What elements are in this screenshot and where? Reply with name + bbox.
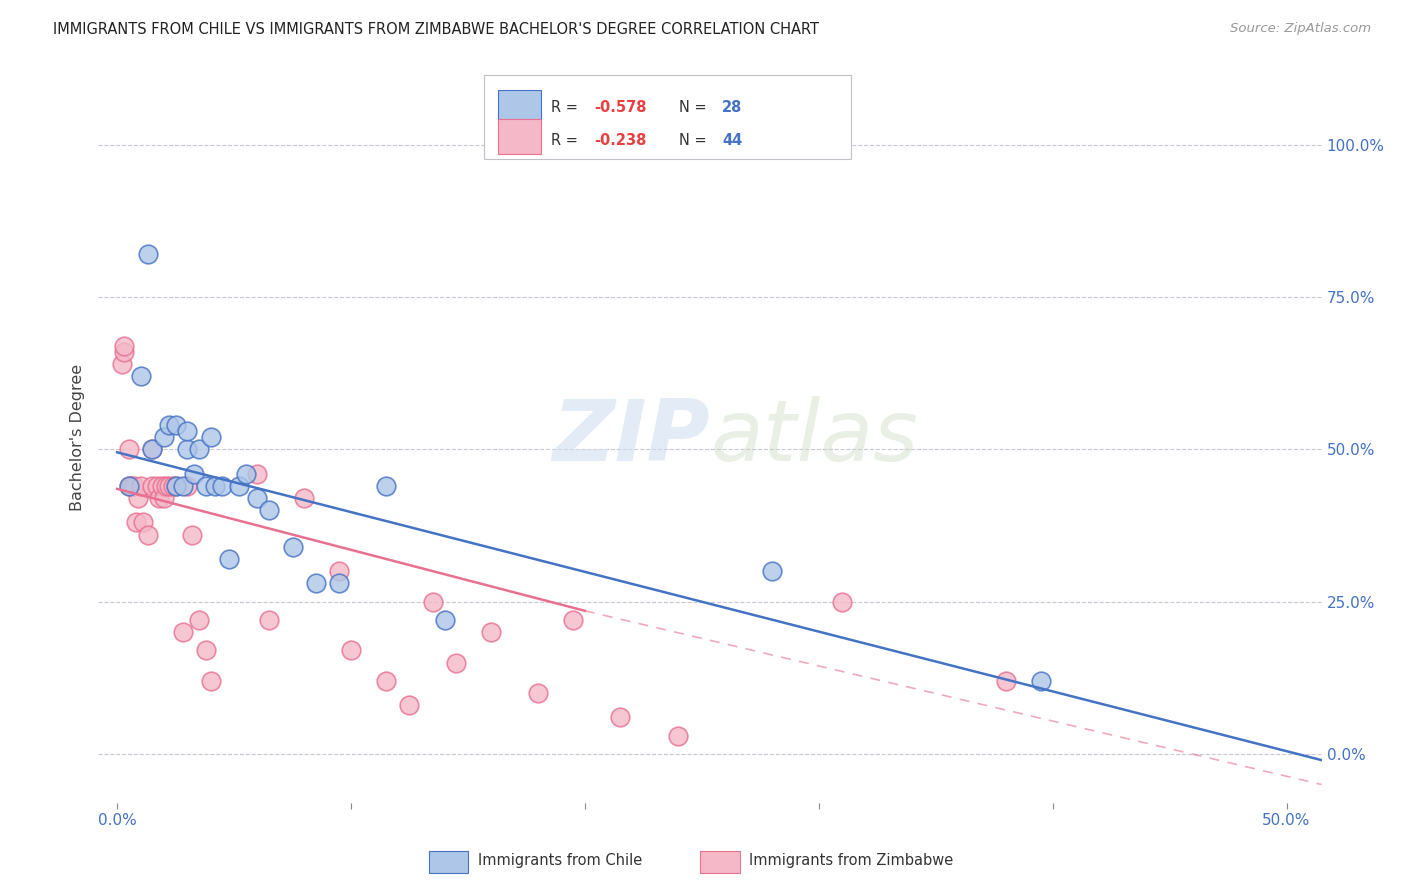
Point xyxy=(218,552,240,566)
Point xyxy=(292,491,315,505)
Point xyxy=(155,479,177,493)
Point xyxy=(831,594,853,608)
Point xyxy=(162,479,184,493)
Point xyxy=(527,686,550,700)
Point xyxy=(176,424,198,438)
Text: ZIP: ZIP xyxy=(553,395,710,479)
Point xyxy=(479,625,502,640)
Point xyxy=(200,430,222,444)
Point xyxy=(181,527,204,541)
Point xyxy=(150,479,173,493)
Point xyxy=(111,357,134,371)
Point xyxy=(125,516,148,530)
Text: atlas: atlas xyxy=(710,395,918,479)
Point xyxy=(148,491,170,505)
FancyBboxPatch shape xyxy=(498,119,541,154)
Point xyxy=(165,479,187,493)
Point xyxy=(141,442,163,457)
Point xyxy=(398,698,420,713)
Point xyxy=(136,527,159,541)
Point xyxy=(165,417,187,432)
Point xyxy=(375,673,398,688)
Point xyxy=(994,673,1017,688)
Point xyxy=(122,479,145,493)
Point xyxy=(562,613,585,627)
Point xyxy=(141,442,163,457)
Text: -0.578: -0.578 xyxy=(593,101,647,115)
Point xyxy=(132,516,155,530)
Point xyxy=(211,479,233,493)
Text: IMMIGRANTS FROM CHILE VS IMMIGRANTS FROM ZIMBABWE BACHELOR'S DEGREE CORRELATION : IMMIGRANTS FROM CHILE VS IMMIGRANTS FROM… xyxy=(53,22,820,37)
Text: N =: N = xyxy=(679,101,711,115)
Point xyxy=(422,594,444,608)
Point xyxy=(257,503,280,517)
Text: Immigrants from Chile: Immigrants from Chile xyxy=(478,854,643,868)
Point xyxy=(136,247,159,261)
Point xyxy=(141,479,163,493)
Point xyxy=(183,467,205,481)
Point xyxy=(195,643,218,657)
Text: Immigrants from Zimbabwe: Immigrants from Zimbabwe xyxy=(749,854,953,868)
Text: R =: R = xyxy=(551,133,582,148)
Point xyxy=(204,479,226,493)
FancyBboxPatch shape xyxy=(484,75,851,159)
Point xyxy=(188,442,211,457)
Point xyxy=(172,479,194,493)
Point xyxy=(328,576,350,591)
Point xyxy=(1029,673,1052,688)
Point xyxy=(118,479,141,493)
Point xyxy=(129,479,152,493)
Point xyxy=(668,729,690,743)
Point xyxy=(118,442,141,457)
Point xyxy=(157,417,180,432)
Point xyxy=(200,673,222,688)
Point xyxy=(127,491,149,505)
Point xyxy=(176,442,198,457)
Text: R =: R = xyxy=(551,101,582,115)
Point xyxy=(246,491,269,505)
Point xyxy=(120,479,142,493)
Point xyxy=(176,479,198,493)
Point xyxy=(340,643,363,657)
Point xyxy=(129,369,152,384)
Point xyxy=(433,613,456,627)
Text: 44: 44 xyxy=(723,133,742,148)
Y-axis label: Bachelor's Degree: Bachelor's Degree xyxy=(70,364,86,510)
Point xyxy=(446,656,468,670)
Point xyxy=(188,613,211,627)
Point xyxy=(375,479,398,493)
Point xyxy=(228,479,250,493)
Text: Source: ZipAtlas.com: Source: ZipAtlas.com xyxy=(1230,22,1371,36)
Text: N =: N = xyxy=(679,133,711,148)
Text: -0.238: -0.238 xyxy=(593,133,647,148)
Point xyxy=(328,564,350,578)
Point xyxy=(235,467,257,481)
Point xyxy=(165,479,187,493)
Point xyxy=(305,576,328,591)
FancyBboxPatch shape xyxy=(498,89,541,125)
Point xyxy=(146,479,169,493)
Point xyxy=(172,625,194,640)
Point xyxy=(153,491,176,505)
Point xyxy=(118,479,141,493)
Text: 28: 28 xyxy=(723,101,742,115)
Point xyxy=(112,339,135,353)
Point xyxy=(153,430,176,444)
Point xyxy=(157,479,180,493)
Point xyxy=(609,710,631,724)
Point xyxy=(112,344,135,359)
Point xyxy=(761,564,783,578)
Point xyxy=(195,479,218,493)
Point xyxy=(257,613,280,627)
Point xyxy=(246,467,269,481)
Point xyxy=(281,540,304,554)
